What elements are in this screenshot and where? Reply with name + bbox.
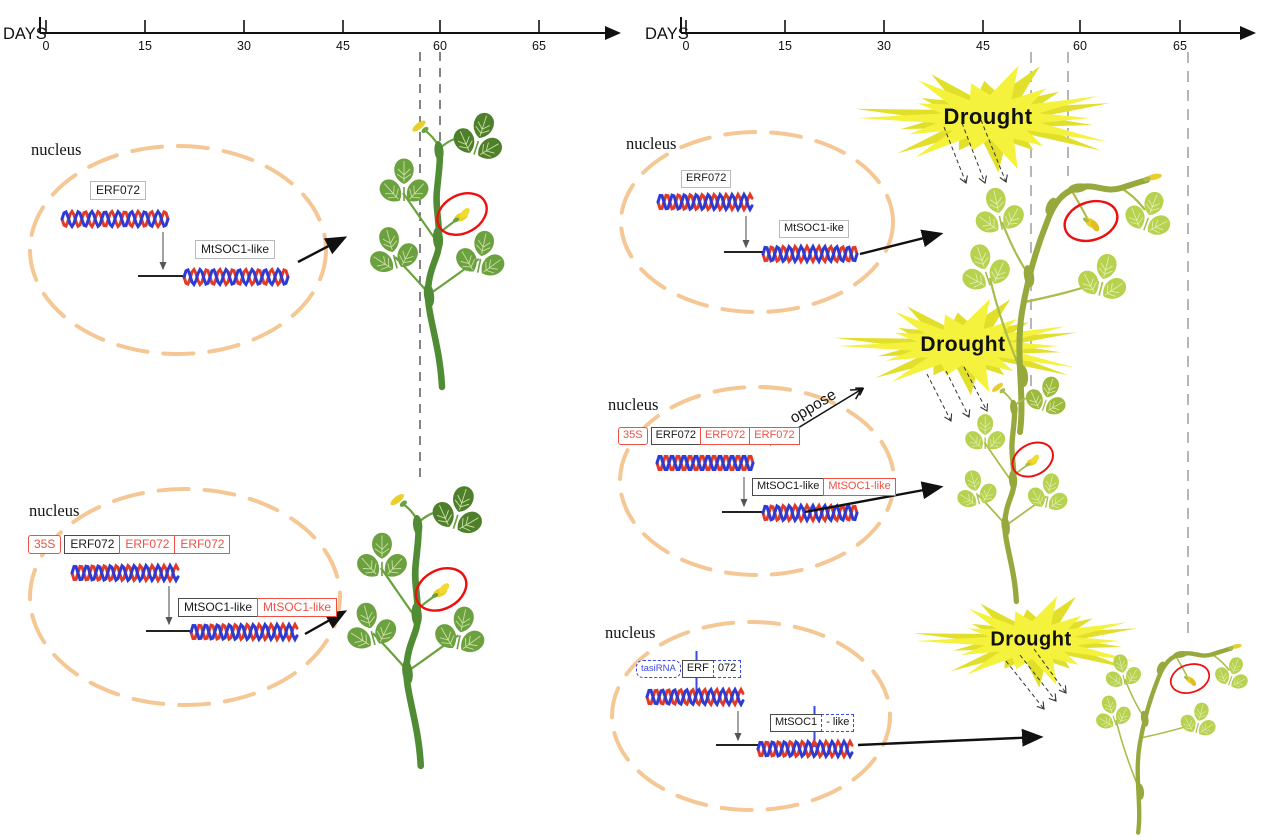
outcome-arrows <box>297 229 1044 747</box>
tick-label: 60 <box>433 39 447 53</box>
plant-drought-drooping-2 <box>1087 643 1257 833</box>
tick-label: 30 <box>237 39 251 53</box>
tick-label: 45 <box>336 39 350 53</box>
tick-label: 15 <box>138 39 152 53</box>
drought-starbursts <box>834 65 1138 688</box>
timeline-left: DAYS 0 15 30 45 60 65 <box>3 17 621 53</box>
drought-effect-arrows <box>926 119 1066 709</box>
timeline-left-label: DAYS <box>3 25 47 43</box>
regulation-arrows <box>159 216 750 742</box>
timeline-right-label: DAYS <box>645 25 689 43</box>
tick-label: 30 <box>877 39 891 53</box>
timeline-left-arrowhead <box>605 26 621 40</box>
plant-drought-upright <box>948 370 1076 602</box>
tick-label: 60 <box>1073 39 1087 53</box>
tick-label: 65 <box>532 39 546 53</box>
promoter-lines <box>138 251 765 746</box>
tick-label: 65 <box>1173 39 1187 53</box>
plant-drought-drooping-1 <box>950 172 1184 432</box>
timeline-right-arrowhead <box>1240 26 1256 40</box>
tick-label: 45 <box>976 39 990 53</box>
dna-helices <box>60 191 859 760</box>
tick-label: 0 <box>683 39 690 53</box>
plant-normal-1 <box>359 104 516 387</box>
tick-label: 15 <box>778 39 792 53</box>
timeline-right: DAYS 0 15 30 45 60 65 <box>645 17 1256 53</box>
tick-label: 0 <box>43 39 50 53</box>
plant-normal-2 <box>336 477 496 765</box>
